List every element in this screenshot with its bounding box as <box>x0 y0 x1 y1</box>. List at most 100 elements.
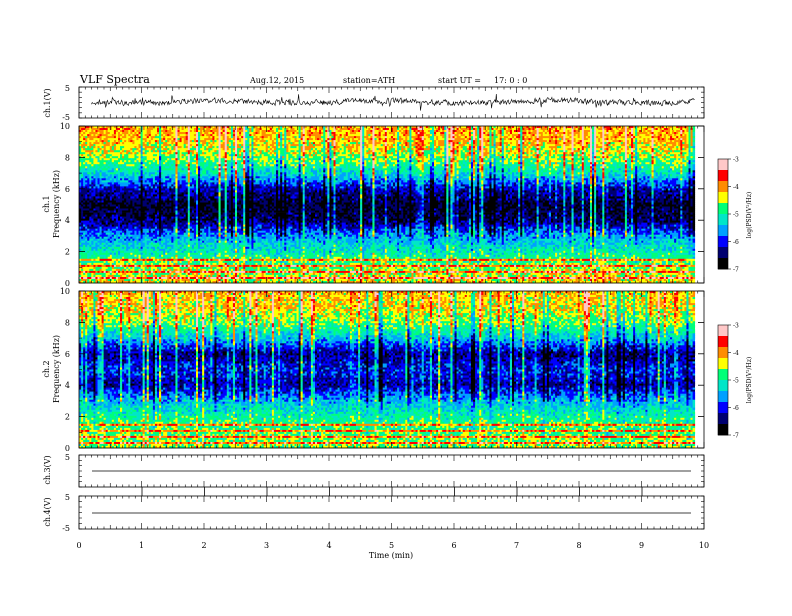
ch1-ytick-top: 5 <box>65 84 70 93</box>
colorbar-cell <box>718 376 728 378</box>
colorbar-cell <box>718 415 728 417</box>
colorbar-cell <box>718 210 728 212</box>
colorbar-tick-label: -6 <box>733 405 739 412</box>
colorbar-cell <box>718 371 728 373</box>
colorbar-cell <box>718 265 728 267</box>
colorbar-cell <box>718 161 728 163</box>
ch1-ytick-bottom: -5 <box>62 113 70 122</box>
colorbar-cell <box>718 426 728 428</box>
ch1-channel-label: ch.1 <box>42 195 51 212</box>
colorbar-tick-label: -3 <box>733 323 739 330</box>
time-tick-label: 4 <box>326 541 331 550</box>
ch1-colorbar-label: log(PSD(V²/Hz) <box>746 192 753 239</box>
time-tick-label: 7 <box>514 541 519 550</box>
ch4-waveform-panel: 5 -5 ch.4(V) <box>43 493 704 533</box>
colorbar-cell <box>718 327 728 329</box>
frequency-tick-label: 10 <box>60 287 70 296</box>
colorbar-tick-label: -5 <box>733 378 739 385</box>
frequency-tick-label: 0 <box>65 444 70 453</box>
colorbar-tick-label: -6 <box>733 239 739 246</box>
vlf-spectra-figure: VLF Spectra Aug.12, 2015 station=ATH sta… <box>0 0 792 612</box>
ch3-waveform-ylabel: ch.3(V) <box>43 455 52 484</box>
start-label: start UT = <box>438 76 481 85</box>
time-tick-label: 1 <box>139 541 144 550</box>
colorbar-cell <box>718 249 728 251</box>
frequency-tick-label: 10 <box>60 122 70 131</box>
colorbar-cell <box>718 393 728 395</box>
colorbar-cell <box>718 260 728 262</box>
frequency-tick-label: 4 <box>65 381 70 390</box>
ch1-spectrogram-image <box>79 126 695 283</box>
frequency-tick-label: 6 <box>65 185 70 194</box>
ch4-waveform-ylabel: ch.4(V) <box>43 497 52 526</box>
time-tick-label: 2 <box>201 541 206 550</box>
station-label: station=ATH <box>343 76 395 85</box>
ch4-ytick-top: 5 <box>65 493 70 502</box>
colorbar-cell <box>718 254 728 256</box>
ch2-colorbar: -3 -4 -5 -6 -7 <box>718 323 739 440</box>
colorbar-cell <box>718 177 728 179</box>
colorbar-cell <box>718 199 728 201</box>
time-tick-label: 9 <box>639 541 644 550</box>
frequency-tick-label: 8 <box>65 318 70 327</box>
colorbar-cell <box>718 232 728 234</box>
ch1-waveform-panel: 5 -5 ch.1(V) <box>43 84 704 122</box>
frequency-tick-label: 4 <box>65 216 70 225</box>
time-tick-label: 5 <box>389 541 394 550</box>
colorbar-cell <box>718 332 728 334</box>
colorbar-cell <box>718 420 728 422</box>
colorbar-cell <box>718 216 728 218</box>
colorbar-tick-label: -3 <box>733 157 739 164</box>
ch2-channel-label: ch.2 <box>42 360 51 377</box>
colorbar-cell <box>718 338 728 340</box>
ch1-frequency-ylabel: Frequency (kHz) <box>52 170 61 238</box>
colorbar-cell <box>718 227 728 229</box>
colorbar-tick-label: -5 <box>733 212 739 219</box>
colorbar-cell <box>718 343 728 345</box>
colorbar-cell <box>718 194 728 196</box>
time-axis-label: Time (min) <box>369 551 413 560</box>
colorbar-cell <box>718 349 728 351</box>
colorbar-cell <box>718 183 728 185</box>
colorbar-cell <box>718 365 728 367</box>
ch2-spectrogram-image <box>79 291 695 448</box>
frequency-tick-label: 2 <box>65 248 70 257</box>
colorbar-cell <box>718 172 728 174</box>
colorbar-cell <box>718 409 728 411</box>
colorbar-cell <box>718 221 728 223</box>
colorbar-cell <box>718 166 728 168</box>
ch3-ytick-top: 5 <box>65 453 70 462</box>
frequency-tick-label: 6 <box>65 350 70 359</box>
colorbar-tick-label: -7 <box>733 267 739 274</box>
colorbar-cell <box>718 431 728 433</box>
ch3-waveform-panel: 5 ch.3(V) <box>43 453 704 487</box>
colorbar-cell <box>718 205 728 207</box>
colorbar-tick-label: -4 <box>733 350 739 357</box>
time-tick-label: 10 <box>699 541 709 550</box>
colorbar-cell <box>718 238 728 240</box>
time-tick-label: 3 <box>264 541 269 550</box>
time-tick-label: 0 <box>76 541 81 550</box>
colorbar-tick-label: -7 <box>733 433 739 440</box>
figure-title: VLF Spectra <box>79 73 150 86</box>
colorbar-cell <box>718 354 728 356</box>
ch1-waveform-ylabel: ch.1(V) <box>43 88 52 117</box>
colorbar-cell <box>718 243 728 245</box>
ch2-colorbar-label: log(PSD(V²/Hz) <box>746 357 753 404</box>
ch1-colorbar: -3 -4 -5 -6 -7 <box>718 157 739 274</box>
date-label: Aug.12, 2015 <box>249 76 304 85</box>
colorbar-cell <box>718 404 728 406</box>
time-tick-label: 6 <box>451 541 456 550</box>
start-time-label: 17: 0 : 0 <box>494 76 527 85</box>
colorbar-cell <box>718 398 728 400</box>
ch2-frequency-ylabel: Frequency (kHz) <box>52 335 61 403</box>
colorbar-cell <box>718 360 728 362</box>
ch4-ytick-bottom: -5 <box>62 524 70 533</box>
colorbar-tick-label: -4 <box>733 184 739 191</box>
ch1-waveform-trace <box>92 94 695 111</box>
colorbar-cell <box>718 382 728 384</box>
ch1-trace-path <box>92 94 695 111</box>
